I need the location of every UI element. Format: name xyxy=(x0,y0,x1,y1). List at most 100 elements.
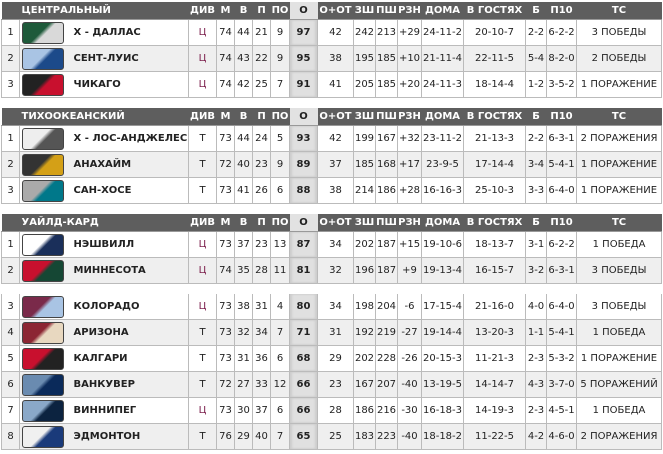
column-header[interactable]: О xyxy=(289,2,318,20)
team-name-link[interactable]: X - ЛОС-АНДЖЕЛЕС xyxy=(65,125,189,152)
column-header[interactable]: О xyxy=(289,214,318,232)
team-logo-cell xyxy=(19,231,66,258)
column-header[interactable]: П10 xyxy=(546,2,577,20)
column-header[interactable]: РЗН xyxy=(397,2,422,20)
team-logo-icon[interactable] xyxy=(21,233,64,256)
team-name-link[interactable]: МИННЕСОТА xyxy=(65,257,190,284)
team-logo-icon[interactable] xyxy=(21,47,64,70)
team-name-link[interactable]: КАЛГАРИ xyxy=(65,345,189,372)
team-name-link[interactable]: X - ДАЛЛАС xyxy=(65,19,189,46)
column-header[interactable]: ТС xyxy=(576,108,662,126)
division-cell: Ц xyxy=(188,231,218,258)
stat-cell-в-гостях: 14-19-3 xyxy=(463,397,526,424)
column-header[interactable]: В ГОСТЯХ xyxy=(463,214,526,232)
team-logo-icon[interactable] xyxy=(21,179,64,202)
column-header[interactable]: М xyxy=(216,2,235,20)
division-cell: Ц xyxy=(188,397,217,424)
stat-cell-рзн: +9 xyxy=(397,257,423,284)
stat-cell-б: 1-1 xyxy=(525,319,547,346)
column-header[interactable]: ЗШ xyxy=(353,214,376,232)
stat-cell-рзн: +32 xyxy=(397,125,422,152)
team-logo-cell xyxy=(19,177,66,204)
column-header[interactable]: В xyxy=(234,108,253,126)
column-header[interactable]: В ГОСТЯХ xyxy=(463,2,526,20)
column-header[interactable]: ПШ xyxy=(375,214,398,232)
column-header[interactable]: ПШ xyxy=(375,2,398,20)
column-header[interactable]: ПШ xyxy=(375,108,398,126)
column-header[interactable]: ЗШ xyxy=(353,108,376,126)
column-header[interactable]: В xyxy=(234,214,253,232)
team-logo-icon[interactable] xyxy=(21,321,64,344)
column-header[interactable]: РЗН xyxy=(397,214,422,232)
stat-cell-дома: 19-14-4 xyxy=(421,319,464,346)
column-header[interactable]: РЗН xyxy=(397,108,422,126)
column-header[interactable]: ДИВ xyxy=(188,2,217,20)
stat-cell-п10: 6-3-1 xyxy=(546,125,577,152)
column-header[interactable]: П xyxy=(252,2,271,20)
team-logo-icon[interactable] xyxy=(21,153,64,176)
column-header[interactable]: ДОМА xyxy=(421,108,464,126)
stat-cell-пш: 223 xyxy=(375,423,398,450)
column-header[interactable]: П10 xyxy=(546,108,577,126)
column-header[interactable]: ПО xyxy=(270,214,290,232)
team-logo-icon[interactable] xyxy=(21,127,64,150)
stat-cell-в: 29 xyxy=(234,423,253,450)
team-name-link[interactable]: АНАХАЙМ xyxy=(65,151,189,178)
column-header[interactable]: ТС xyxy=(576,214,662,232)
stat-cell-б: 1-2 xyxy=(525,71,547,98)
column-header[interactable]: ЗШ xyxy=(353,2,376,20)
stat-cell-о-от: 38 xyxy=(317,45,354,72)
column-header[interactable]: М xyxy=(216,108,235,126)
team-logo-icon[interactable] xyxy=(21,295,64,318)
team-logo-icon[interactable] xyxy=(21,347,64,370)
team-logo-icon[interactable] xyxy=(21,373,64,396)
stat-cell-о-от: 25 xyxy=(317,423,354,450)
team-name-link[interactable]: НЭШВИЛЛ xyxy=(65,231,190,258)
column-header[interactable]: П10 xyxy=(546,214,577,232)
stat-cell-п: 26 xyxy=(252,177,271,204)
rank-cell: 8 xyxy=(1,423,20,450)
team-name-link[interactable]: ЧИКАГО xyxy=(65,71,189,98)
team-name-link[interactable]: АРИЗОНА xyxy=(65,319,189,346)
stat-cell-п10: 6-2-2 xyxy=(546,19,577,46)
team-name-link[interactable]: КОЛОРАДО xyxy=(65,294,189,320)
column-header[interactable]: В ГОСТЯХ xyxy=(463,108,526,126)
column-header[interactable]: ПО xyxy=(270,2,290,20)
stat-cell-пш: 186 xyxy=(375,177,398,204)
stat-cell-в-гостях: 18-13-7 xyxy=(463,231,527,258)
column-header[interactable]: ТС xyxy=(576,2,662,20)
stat-cell-б: 3-4 xyxy=(525,151,547,178)
team-name-link[interactable]: СЕНТ-ЛУИС xyxy=(65,45,189,72)
column-header[interactable]: В xyxy=(234,2,253,20)
column-header[interactable]: Б xyxy=(525,2,547,20)
column-header[interactable]: О+ОТ xyxy=(317,108,354,126)
stat-cell-в-гостях: 21-16-0 xyxy=(463,294,526,320)
column-header[interactable]: П xyxy=(252,214,271,232)
column-header[interactable]: Б xyxy=(525,214,547,232)
team-name-link[interactable]: ВИННИПЕГ xyxy=(65,397,189,424)
column-header[interactable]: ПО xyxy=(270,108,290,126)
team-logo-icon[interactable] xyxy=(21,425,64,448)
column-header[interactable]: ДИВ xyxy=(188,214,217,232)
column-header[interactable]: М xyxy=(216,214,235,232)
stat-cell-п: 23 xyxy=(252,151,271,178)
team-logo-icon[interactable] xyxy=(21,21,64,44)
column-header[interactable]: О+ОТ xyxy=(317,2,354,20)
column-header[interactable]: ДИВ xyxy=(188,108,217,126)
division-cell: Т xyxy=(188,125,217,152)
column-header[interactable]: О+ОТ xyxy=(317,214,354,232)
team-logo-icon[interactable] xyxy=(21,259,64,282)
stat-cell-п10: 4-6-0 xyxy=(546,423,577,450)
team-logo-icon[interactable] xyxy=(21,73,64,96)
column-header[interactable]: Б xyxy=(525,108,547,126)
column-header[interactable]: О xyxy=(289,108,318,126)
team-name-link[interactable]: ВАНКУВЕР xyxy=(65,371,189,398)
column-header[interactable]: П xyxy=(252,108,271,126)
rank-cell: 3 xyxy=(1,177,20,204)
column-header[interactable]: ДОМА xyxy=(421,2,464,20)
column-header[interactable]: ДОМА xyxy=(421,214,464,232)
team-logo-icon[interactable] xyxy=(21,399,64,422)
team-name-link[interactable]: ЭДМОНТОН xyxy=(65,423,189,450)
team-name-link[interactable]: САН-ХОСЕ xyxy=(65,177,189,204)
rank-cell: 3 xyxy=(1,71,20,98)
